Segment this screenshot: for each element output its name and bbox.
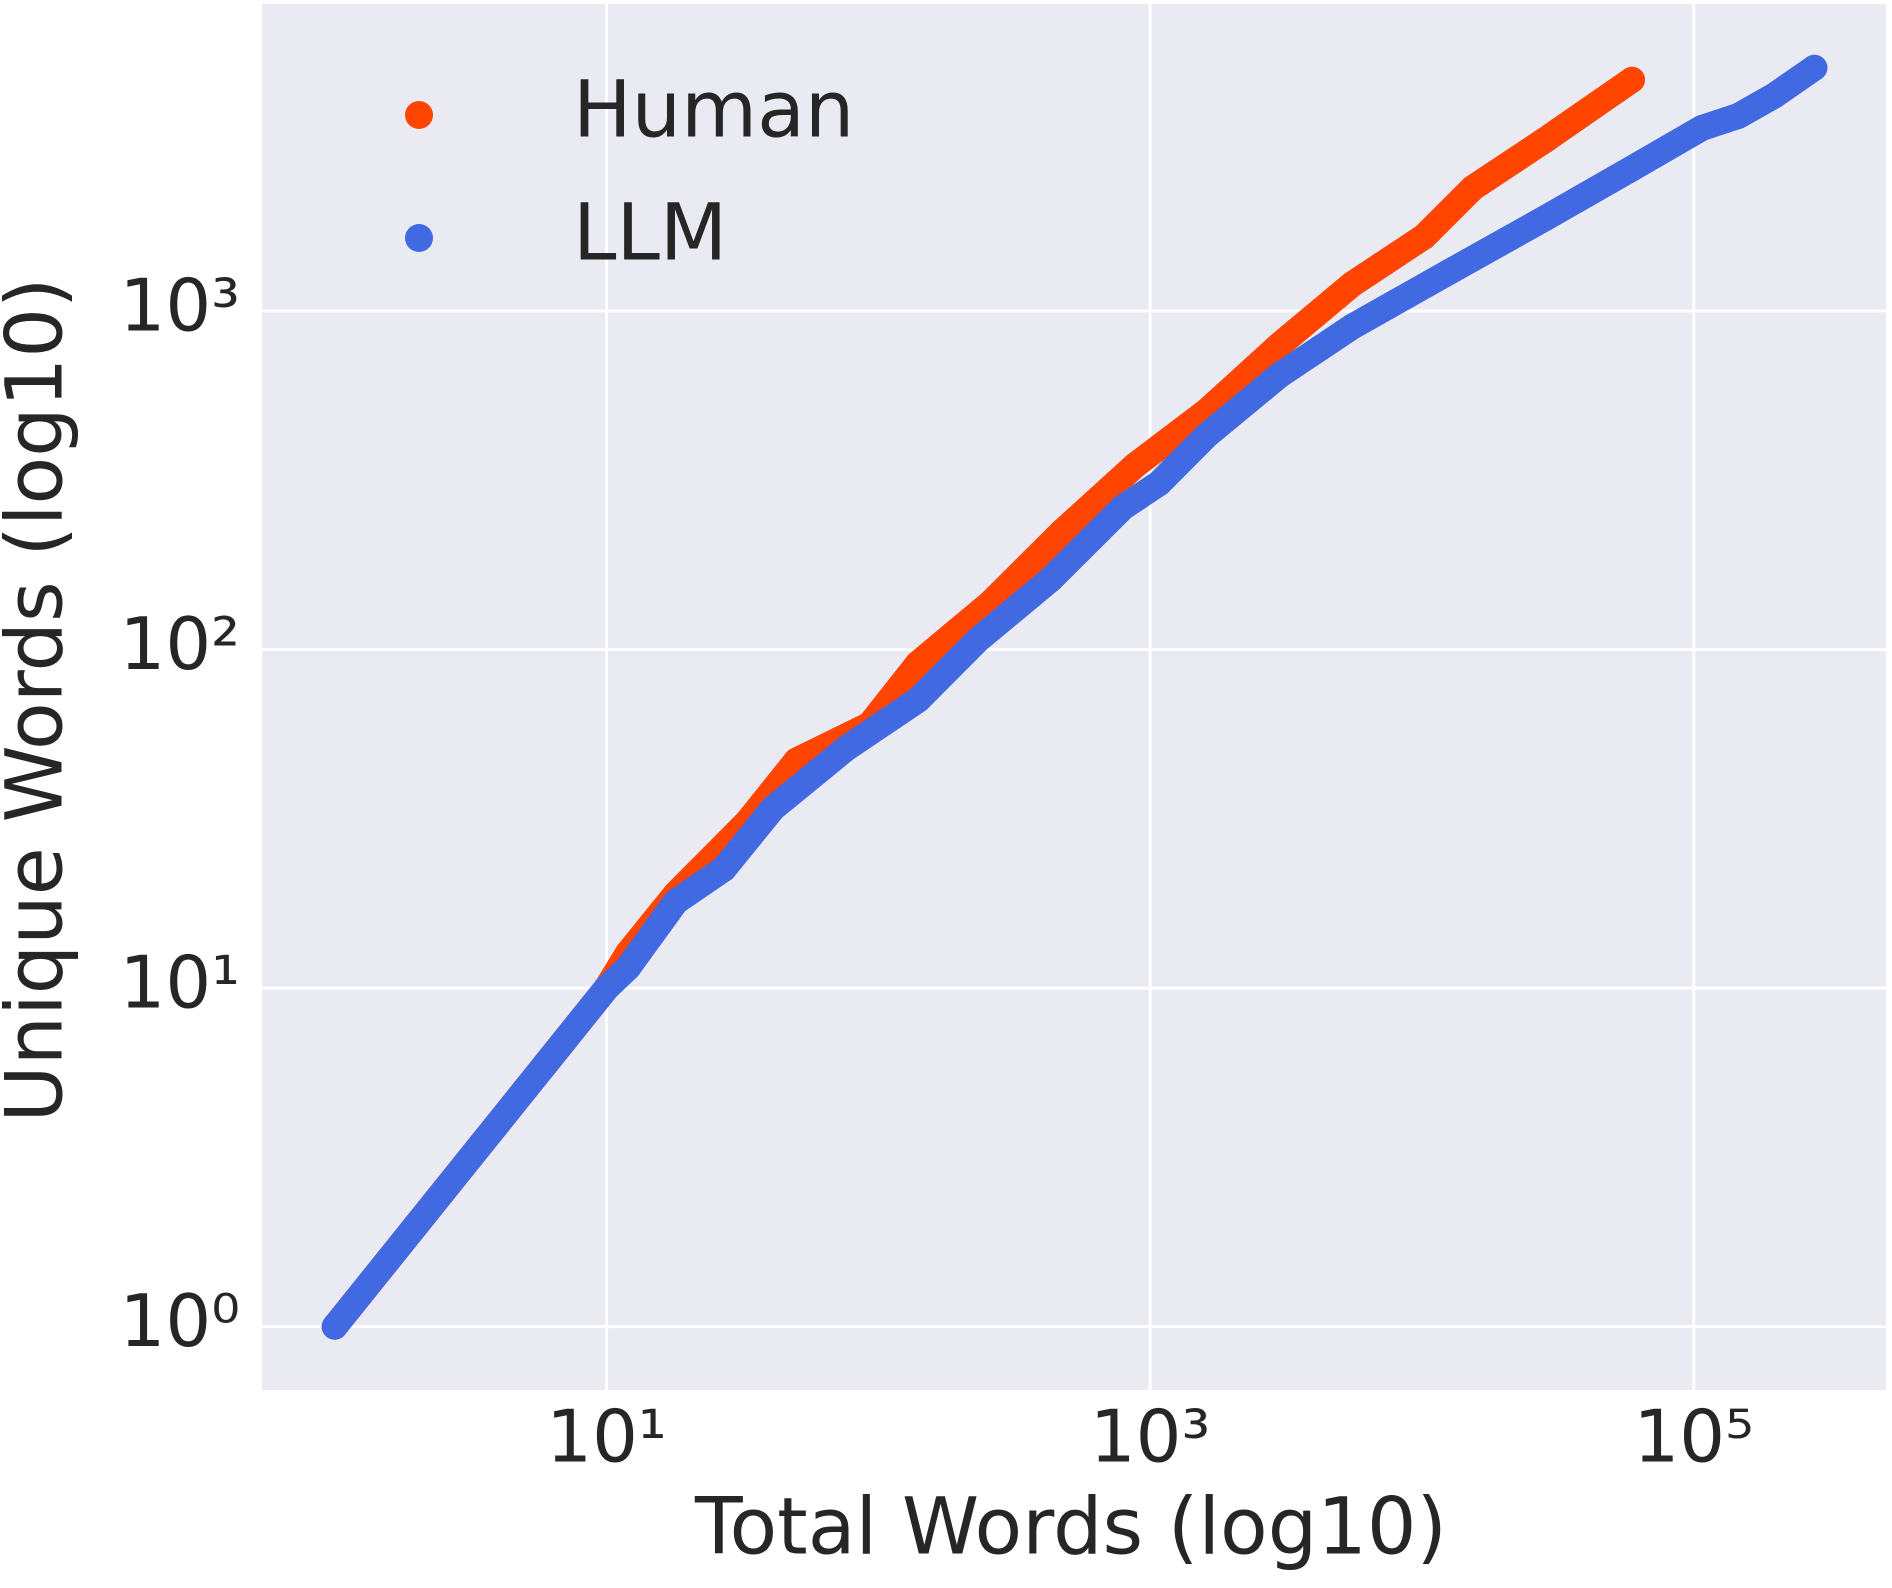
y-tick-label: 10¹ [120, 941, 240, 1025]
y-tick-label: 10⁰ [120, 1279, 240, 1363]
point [1339, 271, 1366, 298]
point [1532, 127, 1559, 154]
point [1688, 115, 1715, 142]
point [832, 735, 859, 762]
legend-label: LLM [573, 188, 727, 278]
point [1761, 82, 1788, 109]
legend-marker [405, 224, 433, 252]
point [965, 626, 992, 653]
point [615, 954, 642, 981]
point [1194, 422, 1221, 449]
legend-label: Human [573, 65, 854, 155]
point [551, 1027, 578, 1054]
point [1616, 156, 1643, 183]
point [1122, 452, 1149, 479]
point [1146, 470, 1173, 497]
point [710, 855, 737, 882]
point [1037, 566, 1064, 593]
plot-area [262, 4, 1886, 1390]
y-tick-label: 10³ [120, 264, 240, 348]
point [1266, 331, 1293, 358]
point [1725, 102, 1752, 129]
y-axis-label: Unique Words (log10) [0, 278, 80, 1123]
point [1619, 66, 1646, 93]
point [1459, 174, 1486, 201]
point [1339, 313, 1366, 340]
y-tick-label: 10² [120, 602, 240, 686]
point [1411, 223, 1438, 250]
point [905, 650, 932, 677]
point [760, 795, 787, 822]
point [533, 1050, 560, 1077]
point [321, 1313, 348, 1340]
point [662, 888, 689, 915]
point [1266, 362, 1293, 389]
point [593, 975, 620, 1002]
x-tick-label: 10¹ [546, 1395, 666, 1479]
point [567, 1007, 594, 1034]
x-tick-label: 10³ [1090, 1395, 1210, 1479]
point [1109, 494, 1136, 521]
point [905, 686, 932, 713]
x-tick-label: 10⁵ [1633, 1395, 1753, 1479]
point [451, 1152, 478, 1179]
point [1435, 259, 1462, 286]
point [485, 1109, 512, 1136]
point [403, 1211, 430, 1238]
point [1532, 205, 1559, 232]
x-axis-label: Total Words (log10) [694, 1482, 1447, 1572]
legend-marker [405, 101, 433, 129]
point [1049, 518, 1076, 545]
point [511, 1077, 538, 1104]
point [1801, 54, 1828, 81]
